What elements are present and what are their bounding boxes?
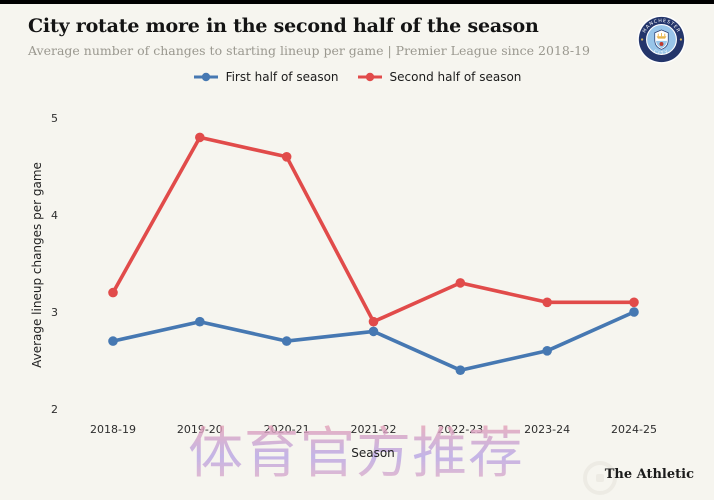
data-point-first-half-2023-24 bbox=[542, 346, 552, 356]
y-tick-label: 5 bbox=[51, 112, 58, 125]
x-tick-label: 2021-22 bbox=[351, 423, 397, 436]
badge-bottom-text-wrap: CITY bbox=[653, 49, 671, 57]
data-point-first-half-2022-23 bbox=[455, 365, 466, 376]
legend-item-first-half: First half of season bbox=[193, 70, 339, 84]
chart-subtitle: Average number of changes to starting li… bbox=[28, 43, 590, 58]
legend-marker-first-half bbox=[193, 72, 218, 82]
data-point-first-half-2018-19 bbox=[108, 336, 118, 346]
legend-label-second-half: Second half of season bbox=[389, 70, 522, 84]
top-border-bar bbox=[0, 0, 714, 4]
manchester-city-badge: MANCHESTER CITY bbox=[637, 15, 686, 64]
legend-label-first-half: First half of season bbox=[225, 70, 339, 84]
faint-ball-watermark-icon bbox=[583, 461, 617, 495]
chart-title: City rotate more in the second half of t… bbox=[28, 15, 539, 37]
data-point-first-half-2021-22 bbox=[368, 326, 379, 337]
legend-dot-first-half bbox=[201, 72, 210, 82]
x-tick-label: 2020-21 bbox=[264, 423, 310, 436]
data-point-second-half-2019-20 bbox=[195, 132, 205, 143]
x-axis-label: Season bbox=[351, 446, 395, 460]
data-point-first-half-2020-21 bbox=[281, 336, 292, 346]
data-point-first-half-2024-25 bbox=[629, 307, 639, 317]
badge-right-ornament bbox=[679, 38, 683, 41]
badge-left-ornament bbox=[640, 38, 644, 41]
y-tick-label: 4 bbox=[51, 209, 58, 222]
legend-dot-second-half bbox=[365, 72, 374, 82]
series-line-second-half bbox=[111, 135, 636, 324]
x-tick-label: 2023-24 bbox=[524, 423, 570, 436]
y-axis-label: Average lineup changes per game bbox=[30, 162, 44, 368]
x-tick-label: 2019-20 bbox=[177, 423, 223, 436]
badge-ship-masts bbox=[657, 32, 666, 37]
data-point-second-half-2021-22 bbox=[368, 316, 379, 327]
badge-red-rose bbox=[659, 42, 664, 46]
chinese-watermark-text: 体育官方推荐 bbox=[188, 421, 525, 485]
data-point-first-half-2019-20 bbox=[195, 316, 205, 327]
y-tick-label: 2 bbox=[51, 403, 58, 416]
data-point-second-half-2023-24 bbox=[542, 297, 552, 308]
data-point-second-half-2020-21 bbox=[281, 152, 292, 162]
badge-ship-hull bbox=[656, 36, 667, 39]
legend-item-second-half: Second half of season bbox=[357, 70, 522, 84]
x-tick-label: 2018-19 bbox=[90, 423, 136, 436]
y-tick-label: 3 bbox=[51, 306, 58, 319]
data-point-second-half-2018-19 bbox=[108, 287, 118, 298]
x-tick-label: 2024-25 bbox=[611, 423, 657, 436]
data-point-second-half-2024-25 bbox=[629, 297, 639, 308]
badge-bottom-text: CITY bbox=[653, 49, 669, 57]
x-tick-label: 2022-23 bbox=[437, 423, 483, 436]
data-point-second-half-2022-23 bbox=[455, 278, 466, 288]
legend-marker-second-half bbox=[357, 72, 382, 82]
chart-legend: First half of season Second half of seas… bbox=[0, 70, 714, 84]
the-athletic-logo: The Athletic bbox=[604, 467, 694, 482]
